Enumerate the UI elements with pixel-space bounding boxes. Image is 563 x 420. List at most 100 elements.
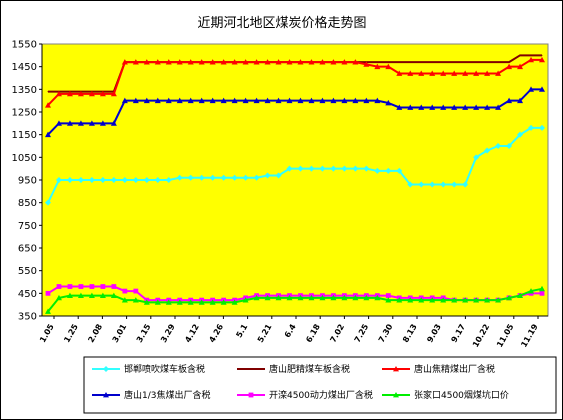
series-point [352,294,359,301]
series-point [220,59,227,65]
series-point [497,61,499,63]
series-point [508,61,510,63]
series-point [253,174,260,181]
series-point [495,104,502,110]
series-point [286,97,293,104]
series-point [396,297,403,303]
series-point [484,147,491,154]
series-point [407,181,414,188]
series-point [55,90,62,97]
legend-label: 张家口4500烟煤坑口价 [414,389,509,401]
legend-label: 唐山1/3焦煤出厂含税 [124,389,211,401]
series-point [264,97,271,104]
series-point [209,97,216,104]
series-3 [45,56,545,108]
series-point [528,56,535,63]
series-layer [45,54,545,314]
series-point [100,284,106,289]
x-tick-label: 9.03 [425,323,443,345]
series-line [47,126,542,204]
series-point [121,97,128,104]
x-tick-label: 3.15 [135,322,153,344]
series-point [165,299,172,305]
series-point [341,165,348,172]
series-point [198,59,205,65]
series-point [47,91,49,93]
series-point [99,292,106,298]
series-point [319,97,326,104]
series-point [143,177,150,183]
x-tick-label: 7.02 [328,323,346,345]
series-point [409,61,411,63]
series-point [473,70,480,76]
series-point [78,284,84,289]
series-point [385,99,392,106]
x-tick-label: 8.13 [401,323,419,345]
y-tick-label: 450 [18,289,37,300]
series-point [517,63,524,70]
series-point [45,290,51,296]
y-tick-label: 1050 [12,153,37,164]
series-point [506,97,513,104]
series-point [231,299,238,305]
series-point [440,70,447,76]
series-point [330,165,337,172]
series-point [528,288,535,294]
series-point [176,299,183,305]
series-point [45,308,51,314]
series-point [453,61,455,63]
legend-label: 开滦4500动力煤出厂含税 [269,389,373,401]
y-tick-label: 1550 [12,40,37,51]
series-point [385,63,392,70]
series-point [286,294,293,301]
series-point [462,297,469,303]
series-point [539,285,545,292]
series-point [253,59,260,65]
x-tick-label: 4.12 [183,323,201,345]
series-point [165,177,172,183]
series-point [264,172,271,179]
series-point [473,297,480,303]
series-point [66,177,73,183]
series-point [253,97,260,104]
series-point [495,70,502,76]
series-1 [45,124,545,206]
series-point [462,104,469,110]
series-point [396,70,403,76]
series-point [121,59,128,65]
series-point [475,61,477,63]
y-tick-label: 1150 [12,130,37,141]
series-point [165,97,172,104]
series-point [442,61,444,63]
series-point [133,288,139,294]
series-point [374,97,381,104]
series-point [198,299,205,305]
series-point [393,366,399,372]
series-point [387,61,389,63]
series-point [440,181,447,188]
series-point [242,59,249,65]
series-point [517,131,524,138]
series-point [429,104,436,110]
series-point [110,177,117,183]
series-point [451,104,458,110]
series-point [297,165,304,172]
series-point [363,97,370,104]
legend-item: 邯郸喷吹煤车板含税 [92,363,205,375]
series-line [47,287,543,313]
series-point [132,59,139,65]
series-point [154,177,161,183]
series-point [143,299,150,305]
series-point [462,70,469,76]
series-point [66,120,73,126]
series-point [393,392,399,398]
series-point [88,120,95,126]
x-tick-label: 9.17 [449,323,467,345]
series-line [47,58,542,106]
series-point [132,177,139,183]
series-point [231,97,238,104]
series-point [165,59,172,65]
series-point [363,61,370,67]
series-point [220,174,227,181]
series-point [275,59,282,65]
